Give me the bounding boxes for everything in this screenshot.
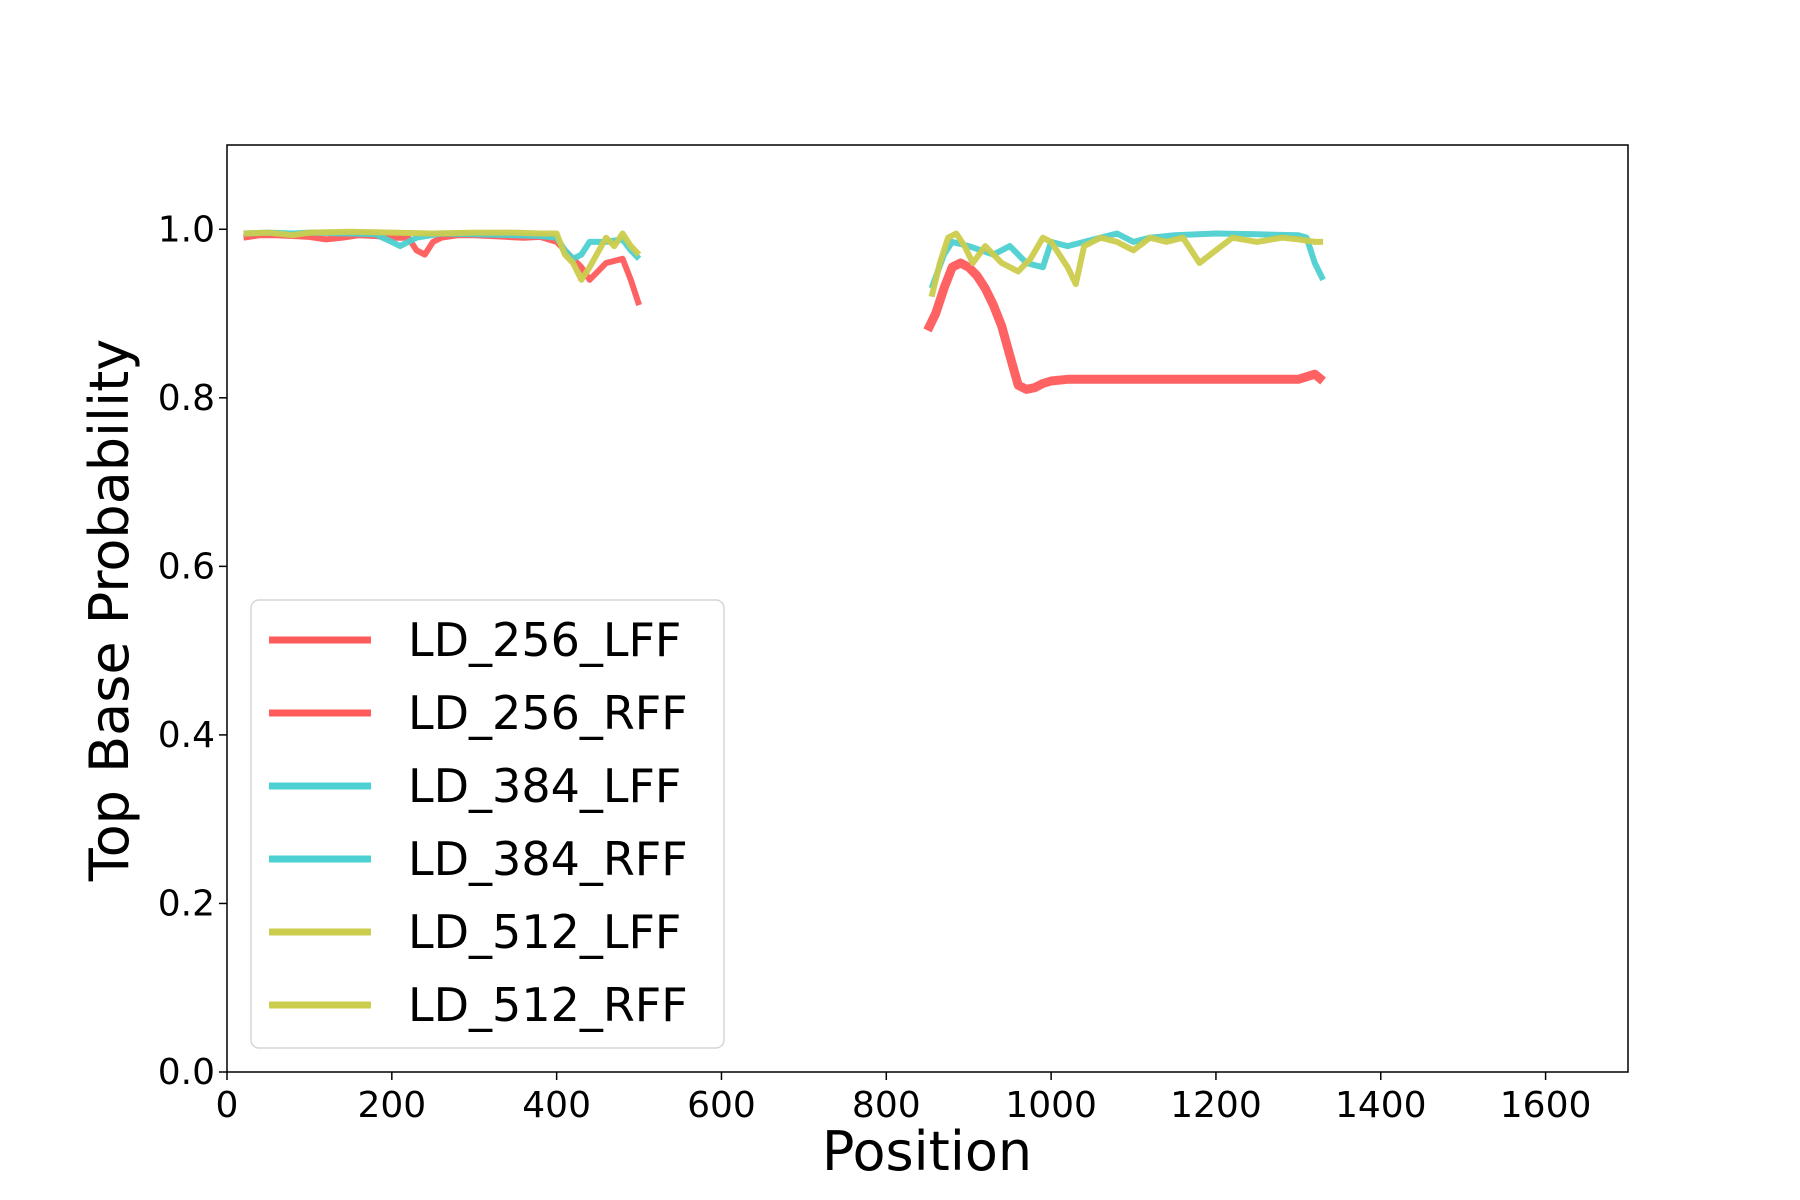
x-axis-title: Position — [822, 1120, 1032, 1183]
y-tick-label: 0.2 — [158, 883, 215, 924]
series-line-ld-512-rff — [928, 230, 1324, 298]
x-tick-label: 1400 — [1335, 1085, 1427, 1126]
y-axis-title: Top Base Probability — [78, 339, 141, 882]
x-tick-label: 800 — [852, 1085, 921, 1126]
y-tick-label: 1.0 — [158, 209, 215, 250]
legend-label: LD_384_RFF — [408, 832, 688, 886]
plot-frame — [226, 144, 1629, 1073]
x-tick-label: 600 — [687, 1085, 756, 1126]
legend: LD_256_LFF LD_256_RFF LD_384_LFF LD_384_RFF… — [250, 599, 725, 1049]
x-tick-label: 200 — [357, 1085, 426, 1126]
x-tick-label: 0 — [216, 1085, 239, 1126]
series-layer — [243, 228, 1326, 394]
legend-label: LD_256_RFF — [408, 686, 688, 740]
y-tick-label: 0.8 — [158, 378, 215, 419]
y-tick-label: 0.0 — [158, 1052, 215, 1093]
x-tick-label: 1000 — [1005, 1085, 1097, 1126]
y-tick-label: 0.6 — [158, 546, 215, 587]
x-axis: 0 200 400 600 800 1000 1200 1400 1600 — [216, 1072, 1592, 1126]
legend-label: LD_512_LFF — [408, 905, 681, 959]
x-tick-label: 400 — [522, 1085, 591, 1126]
series-line-ld-512-lff — [243, 228, 642, 283]
series-line-ld-256-rff — [923, 258, 1326, 394]
y-tick-label: 0.4 — [158, 715, 215, 756]
legend-label: LD_256_LFF — [408, 613, 681, 667]
legend-label: LD_512_RFF — [408, 978, 688, 1032]
y-axis: 0.0 0.2 0.4 0.6 0.8 1.0 — [158, 209, 227, 1093]
legend-label: LD_384_LFF — [408, 759, 681, 813]
x-tick-label: 1600 — [1500, 1085, 1592, 1126]
x-tick-label: 1200 — [1170, 1085, 1262, 1126]
